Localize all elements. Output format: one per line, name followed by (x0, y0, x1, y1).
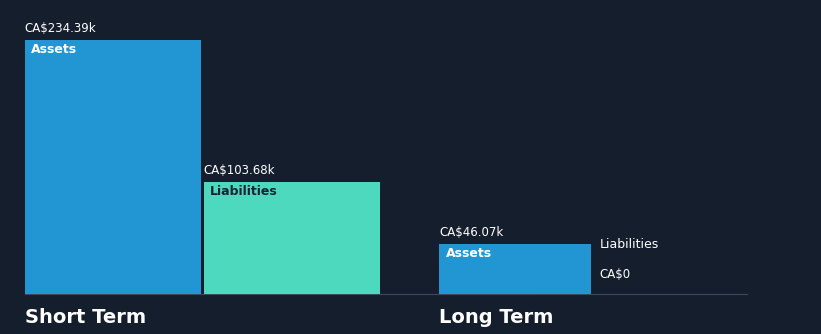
Text: CA$0: CA$0 (599, 268, 631, 281)
Text: CA$46.07k: CA$46.07k (439, 226, 503, 239)
FancyBboxPatch shape (439, 244, 591, 294)
Text: Liabilities: Liabilities (599, 237, 658, 250)
Text: CA$103.68k: CA$103.68k (204, 164, 275, 177)
Text: CA$234.39k: CA$234.39k (25, 22, 96, 35)
Text: Assets: Assets (446, 247, 492, 261)
Text: Liabilities: Liabilities (210, 185, 278, 198)
Text: Short Term: Short Term (25, 308, 146, 327)
Text: Long Term: Long Term (439, 308, 553, 327)
FancyBboxPatch shape (204, 182, 380, 294)
FancyBboxPatch shape (25, 40, 201, 294)
Text: Assets: Assets (31, 43, 77, 56)
